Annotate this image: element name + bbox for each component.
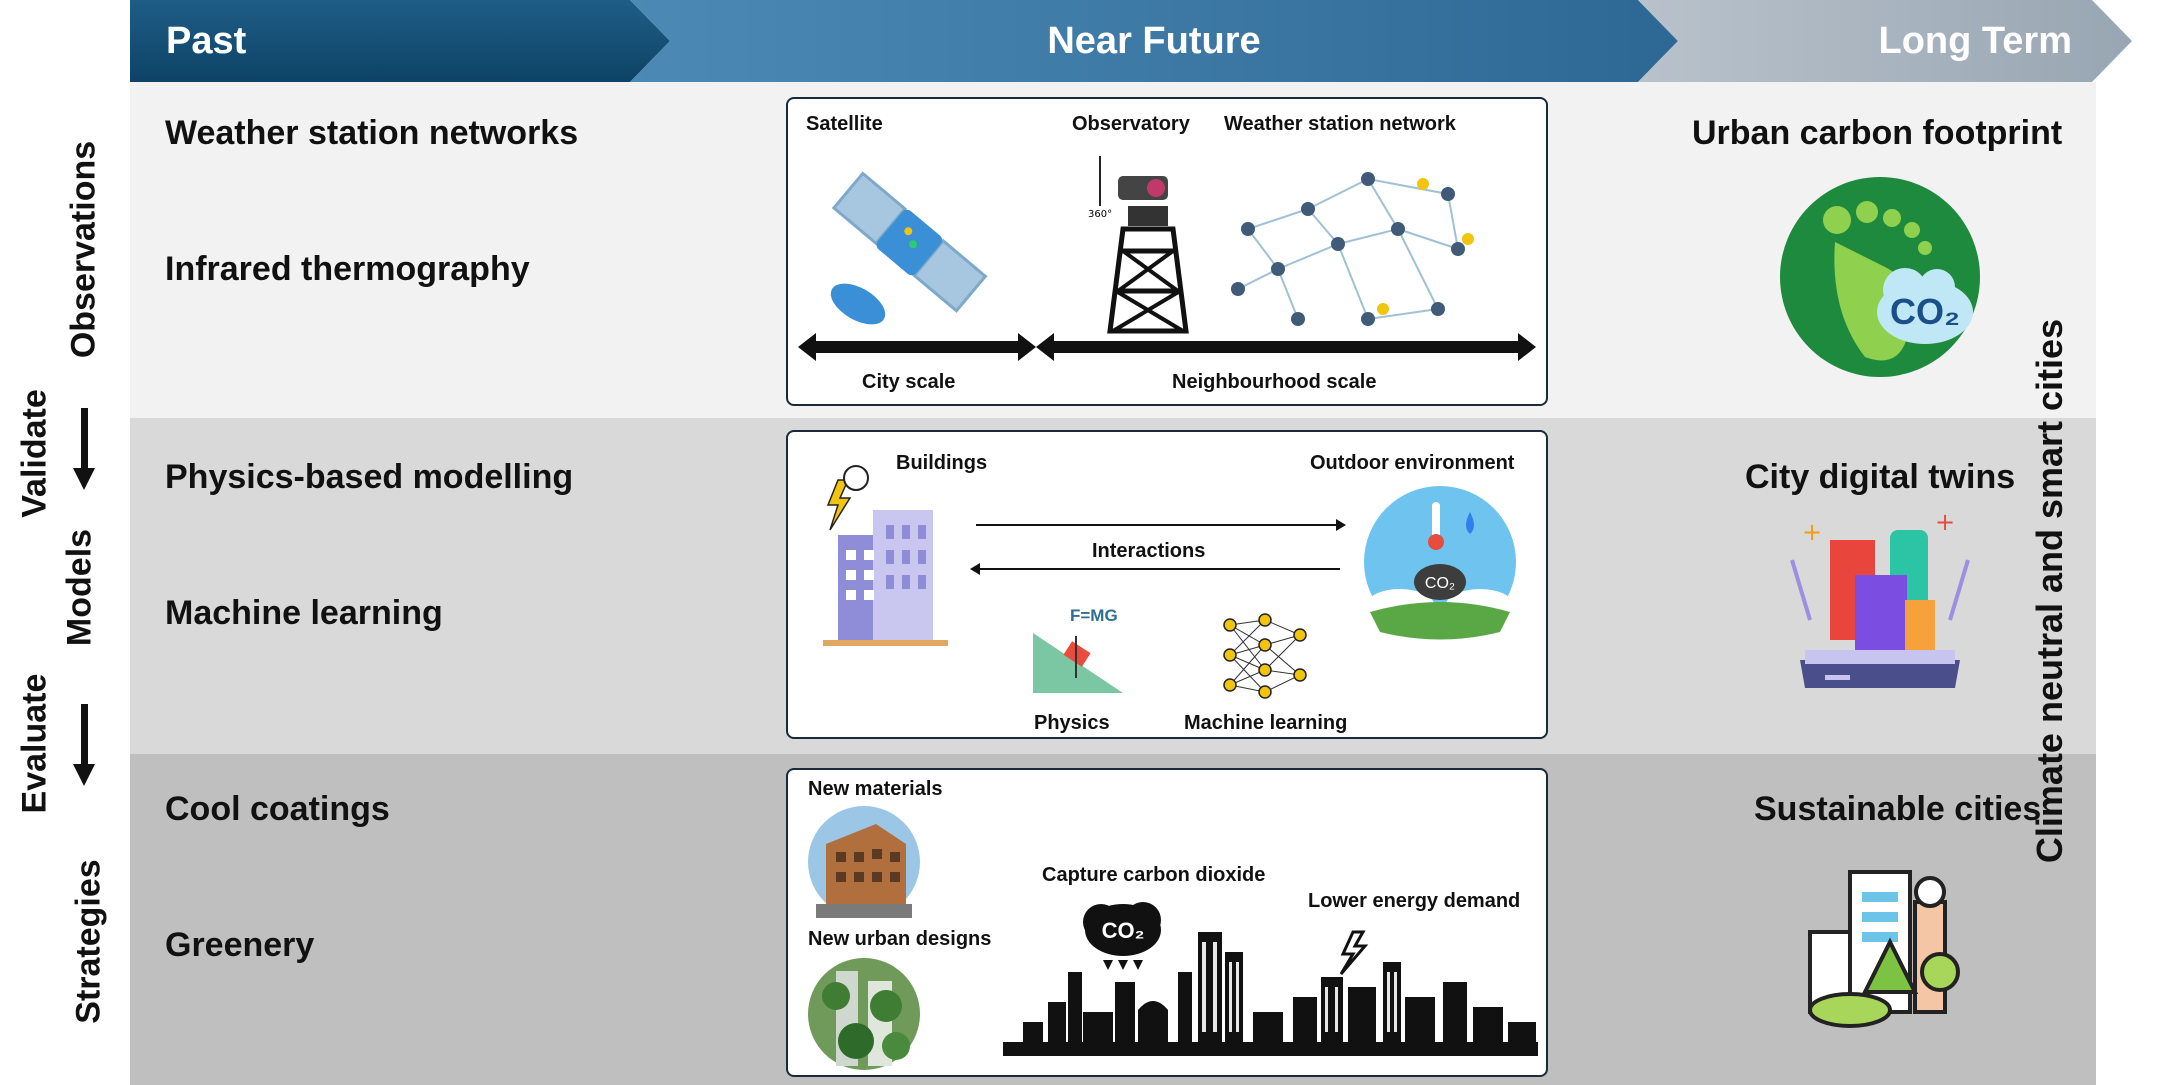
- observations-side-label: Observations: [64, 140, 103, 359]
- city-digital-twins-label: City digital twins: [1745, 458, 2016, 496]
- evaluate-side-label: Evaluate: [15, 673, 54, 814]
- buildings-label: Buildings: [896, 452, 988, 474]
- footprint-co2-text: CO₂: [1890, 291, 1960, 332]
- digital-twin-city-icon: + +: [1790, 510, 1970, 688]
- validate-side-label: Validate: [15, 389, 54, 518]
- neighbourhood-scale-arrow: [1036, 333, 1536, 361]
- neural-network-icon: [1223, 613, 1307, 699]
- weather-station-networks-label: Weather station networks: [165, 114, 579, 152]
- lower-energy-demand-label: Lower energy demand: [1308, 890, 1521, 912]
- greenery-label: Greenery: [165, 926, 315, 964]
- city-scale-arrow: [798, 333, 1036, 361]
- carbon-footprint-icon: CO₂: [1780, 177, 1980, 377]
- physics-based-modelling-label: Physics-based modelling: [165, 458, 574, 496]
- models-side-label: Models: [60, 528, 99, 647]
- neighbourhood-scale-label: Neighbourhood scale: [1172, 371, 1377, 393]
- physics-icon: [1033, 633, 1123, 693]
- long-term-label: Long Term: [1878, 19, 2072, 62]
- satellite-label: Satellite: [806, 113, 883, 135]
- weather-station-network-icon: [1231, 172, 1474, 326]
- strategies-side-label: Strategies: [69, 859, 108, 1024]
- past-label: Past: [166, 19, 247, 62]
- long-term-arrow: Long Term: [1638, 0, 2132, 82]
- past-arrow: Past: [130, 0, 670, 82]
- skyline-co2-text: CO₂: [1102, 918, 1145, 943]
- observatory-tower-icon: 360°: [1088, 156, 1189, 334]
- new-urban-designs-image: [808, 958, 920, 1070]
- outdoor-environment-icon: CO₂: [1364, 486, 1516, 640]
- evaluate-down-arrow: [73, 704, 95, 786]
- new-materials-label: New materials: [808, 778, 943, 800]
- validate-down-arrow: [73, 408, 95, 490]
- near-future-arrow: Near Future: [630, 0, 1678, 82]
- cool-coatings-label: Cool coatings: [165, 790, 390, 828]
- urban-carbon-footprint-label: Urban carbon footprint: [1692, 114, 2063, 152]
- outdoor-environment-label: Outdoor environment: [1310, 452, 1515, 474]
- city-skyline-icon: CO₂: [1003, 902, 1538, 1056]
- new-materials-image: [808, 806, 920, 918]
- machine-learning-box-label: Machine learning: [1184, 712, 1348, 734]
- near-future-label: Near Future: [1047, 19, 1261, 62]
- formula-label: F=MG: [1070, 606, 1118, 625]
- satellite-icon: [830, 171, 988, 325]
- physics-label: Physics: [1034, 712, 1110, 734]
- new-urban-designs-label: New urban designs: [808, 928, 992, 950]
- machine-learning-label: Machine learning: [165, 594, 443, 632]
- interactions-label: Interactions: [1092, 540, 1206, 562]
- observations-box: Satellite Observatory Weather station ne…: [786, 97, 1548, 406]
- observatory-label: Observatory: [1072, 113, 1190, 135]
- city-scale-label: City scale: [862, 371, 956, 393]
- outdoor-co2-text: CO₂: [1425, 575, 1455, 592]
- sustainable-city-icon: [1808, 870, 1960, 1028]
- strategies-box: New materials New urban designs Capture …: [786, 768, 1548, 1077]
- models-box: Buildings Outdoor environment Interactio…: [786, 430, 1548, 739]
- scale-arrows: [798, 333, 1536, 361]
- weather-station-network-label: Weather station network: [1224, 113, 1456, 135]
- svg-text:+: +: [1802, 518, 1822, 546]
- buildings-icon: [823, 465, 948, 646]
- svg-text:+: +: [1935, 510, 1955, 536]
- sustainable-cities-label: Sustainable cities: [1754, 790, 2042, 828]
- capture-carbon-dioxide-label: Capture carbon dioxide: [1042, 864, 1266, 886]
- interaction-arrows: [970, 519, 1346, 575]
- infrared-thermography-label: Infrared thermography: [165, 250, 530, 288]
- observatory-360-text: 360°: [1088, 209, 1112, 220]
